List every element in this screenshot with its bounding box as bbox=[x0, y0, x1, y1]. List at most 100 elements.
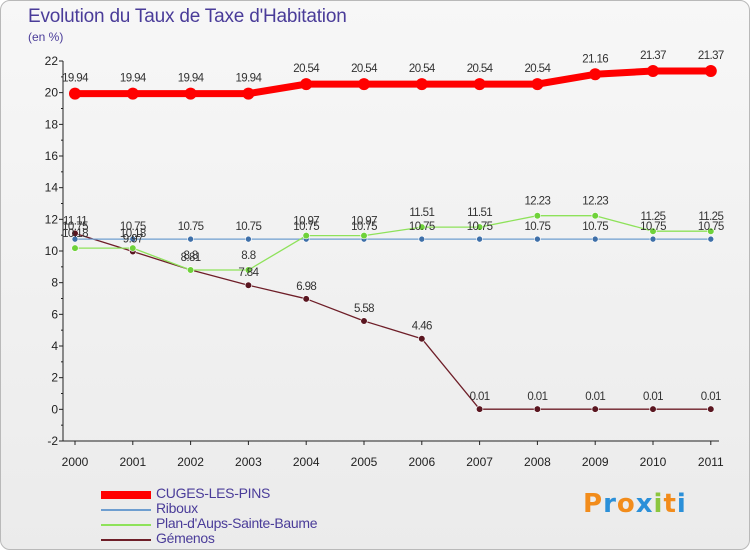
logo-letter: i bbox=[676, 489, 687, 519]
data-point bbox=[473, 78, 486, 91]
data-label: 12.23 bbox=[525, 196, 551, 208]
data-label: 21.37 bbox=[640, 50, 666, 62]
data-point bbox=[531, 78, 544, 91]
data-label: 10.75 bbox=[120, 221, 146, 233]
data-label: 4.46 bbox=[412, 321, 432, 333]
y-tick-label: 18 bbox=[45, 117, 59, 131]
data-label: 9.97 bbox=[123, 233, 143, 245]
data-point bbox=[187, 235, 194, 243]
data-label: 10.97 bbox=[351, 216, 377, 228]
data-point bbox=[707, 227, 715, 235]
logo-letter: o bbox=[616, 489, 636, 519]
x-tick-label: 2007 bbox=[466, 455, 493, 469]
series-line-2 bbox=[74, 215, 712, 271]
y-tick-label: -2 bbox=[47, 434, 58, 448]
data-label: 10.75 bbox=[409, 221, 435, 233]
y-tick-label: 0 bbox=[51, 402, 58, 416]
data-label: 11.11 bbox=[63, 215, 87, 227]
y-tick-label: 12 bbox=[45, 212, 59, 226]
y-tick-label: 14 bbox=[45, 181, 59, 195]
chart-subtitle: (en %) bbox=[28, 30, 64, 44]
y-tick-label: 10 bbox=[45, 244, 59, 258]
data-point bbox=[589, 68, 602, 81]
data-point bbox=[358, 78, 370, 91]
data-point bbox=[476, 223, 484, 231]
series-line-0 bbox=[71, 67, 715, 98]
data-label: 0.01 bbox=[643, 391, 663, 403]
data-label: 0.01 bbox=[701, 391, 721, 403]
data-point bbox=[187, 266, 195, 274]
data-point bbox=[129, 235, 137, 243]
data-point bbox=[476, 405, 484, 413]
data-point bbox=[533, 212, 542, 220]
y-tick-label: 2 bbox=[51, 371, 58, 385]
data-point bbox=[591, 235, 599, 243]
series-line-3 bbox=[74, 232, 712, 410]
data-label: 10.75 bbox=[178, 221, 204, 233]
data-label: 8.8 bbox=[184, 250, 198, 262]
x-tick-label: 2004 bbox=[293, 455, 320, 469]
data-label: 10.18 bbox=[120, 228, 146, 240]
data-label: 10.75 bbox=[293, 221, 319, 233]
data-label: 0.01 bbox=[527, 391, 547, 403]
data-label: 11.51 bbox=[467, 207, 492, 219]
legend-label: Gémenos bbox=[156, 530, 215, 546]
data-point bbox=[242, 87, 255, 100]
data-point bbox=[184, 87, 197, 100]
logo-letter: P bbox=[583, 489, 604, 519]
data-point bbox=[415, 78, 428, 91]
data-label: 10.97 bbox=[293, 216, 319, 228]
legend-swatch bbox=[101, 539, 151, 541]
data-label: 20.54 bbox=[409, 63, 436, 75]
chart-title: Evolution du Taux de Taxe d'Habitation bbox=[28, 6, 347, 27]
data-point bbox=[707, 235, 715, 243]
data-label: 10.75 bbox=[351, 221, 377, 233]
x-tick-label: 2003 bbox=[235, 455, 262, 469]
x-tick-label: 2011 bbox=[698, 455, 724, 469]
data-point bbox=[591, 212, 599, 220]
legend-label: Plan-d'Aups-Sainte-Baume bbox=[156, 515, 318, 531]
legend-swatch bbox=[101, 524, 151, 526]
data-point bbox=[244, 281, 252, 289]
data-point bbox=[534, 235, 541, 243]
legend-label: Riboux bbox=[156, 500, 198, 516]
data-label: 0.01 bbox=[585, 391, 605, 403]
x-tick-label: 2009 bbox=[582, 455, 609, 469]
data-point bbox=[360, 317, 368, 325]
data-label: 19.94 bbox=[62, 73, 89, 85]
data-point bbox=[418, 235, 426, 243]
data-label: 10.75 bbox=[236, 221, 262, 233]
data-label: 20.54 bbox=[351, 63, 378, 75]
data-point bbox=[649, 235, 657, 243]
y-tick-label: 4 bbox=[51, 339, 58, 353]
data-point bbox=[649, 227, 657, 235]
data-label: 20.54 bbox=[525, 63, 552, 75]
data-label: 12.23 bbox=[582, 196, 608, 208]
data-point bbox=[302, 295, 310, 303]
data-label: 5.58 bbox=[354, 303, 374, 315]
data-point bbox=[302, 232, 310, 240]
legend-swatch bbox=[101, 509, 151, 511]
data-point bbox=[704, 64, 717, 77]
x-tick-label: 2001 bbox=[119, 455, 146, 469]
data-label: 7.84 bbox=[238, 267, 259, 279]
data-point bbox=[71, 244, 79, 252]
data-label: 11.25 bbox=[641, 211, 666, 223]
proxiti-logo: Proxiti bbox=[583, 489, 687, 519]
data-label: 8.8 bbox=[241, 250, 255, 262]
y-tick-label: 22 bbox=[45, 54, 59, 68]
data-label: 0.01 bbox=[470, 391, 490, 403]
data-point bbox=[418, 223, 426, 231]
data-label: 19.94 bbox=[236, 73, 263, 85]
data-point bbox=[71, 235, 79, 243]
y-tick-label: 6 bbox=[51, 307, 58, 321]
data-point bbox=[647, 64, 659, 77]
logo-letter: x bbox=[635, 489, 654, 519]
data-label: 10.75 bbox=[62, 221, 88, 233]
data-point bbox=[591, 405, 599, 413]
data-label: 8.81 bbox=[181, 252, 201, 264]
data-point bbox=[360, 232, 368, 240]
data-label: 6.98 bbox=[296, 281, 316, 293]
